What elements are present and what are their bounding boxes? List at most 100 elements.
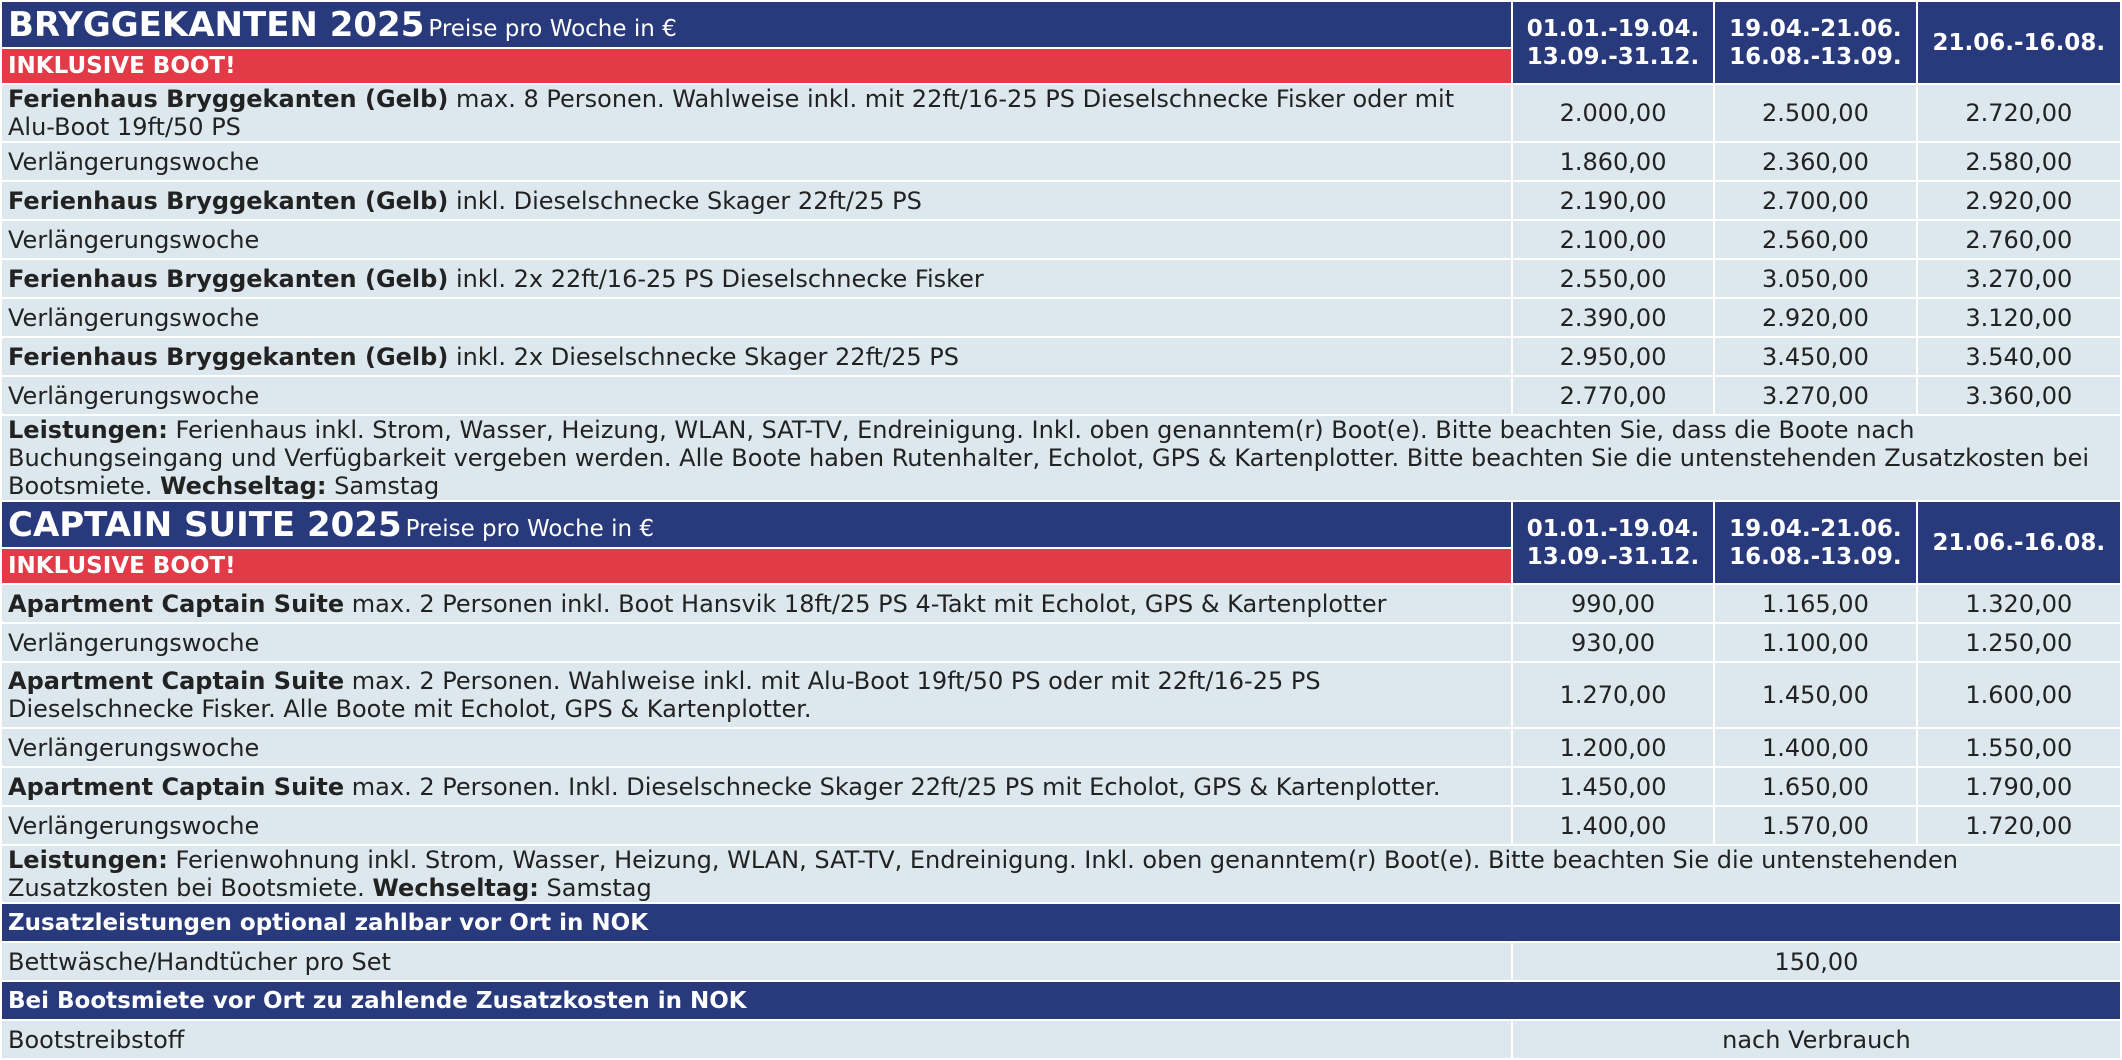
price-cell: 990,00 (1512, 585, 1714, 622)
row-detail-text: inkl. Dieselschnecke Skager 22ft/25 PS (455, 186, 922, 215)
row-detail-text: max. 2 Personen. Wahlweise inkl. mit Alu… (8, 667, 1321, 723)
services-text: Ferienhaus inkl. Strom, Wasser, Heizung,… (8, 416, 2090, 500)
price-cell: 1.600,00 (1917, 663, 2120, 727)
price-cell: 1.570,00 (1715, 807, 1916, 844)
row-detail-text: max. 8 Personen. Wahlweise inkl. mit 22f… (8, 85, 1455, 141)
price-row: Verlängerungswoche 2.770,00 3.270,00 3.360,… (2, 377, 2120, 414)
changeover-day-label: Wechseltag: (160, 472, 327, 500)
row-description: Apartment Captain Suite max. 2 Personen.… (2, 768, 1511, 805)
price-cell: 2.720,00 (1917, 85, 2120, 141)
services-text: Ferienwohnung inkl. Strom, Wasser, Heizu… (8, 846, 1958, 902)
price-row: Apartment Captain Suite max. 2 Personen … (2, 585, 2120, 622)
price-cell: 2.770,00 (1512, 377, 1714, 414)
price-cell: 3.270,00 (1715, 377, 1916, 414)
row-accommodation-name: Apartment Captain Suite (8, 772, 345, 801)
price-cell: 1.100,00 (1715, 624, 1916, 661)
row-description: Verlängerungswoche (2, 807, 1511, 844)
price-cell: 2.390,00 (1512, 299, 1714, 336)
period-line-1: 01.01.-19.04. (1526, 515, 1700, 542)
price-row: Verlängerungswoche 1.400,00 1.570,00 1.720,… (2, 807, 2120, 844)
price-row: Ferienhaus Bryggekanten (Gelb) inkl. Die… (2, 182, 2120, 219)
boat-costs-item-row: Bootstreibstoff nach Verbrauch (2, 1021, 2120, 1058)
section-title-cell: BRYGGEKANTEN 2025 Preise pro Woche in € (2, 2, 1511, 47)
banner-text: INKLUSIVE BOOT! (8, 53, 236, 79)
period-line-2: 16.08.-13.09. (1729, 543, 1902, 570)
price-cell: 1.860,00 (1512, 143, 1714, 180)
extras-item-value: 150,00 (1512, 943, 2120, 980)
row-detail-text: inkl. 2x 22ft/16-25 PS Dieselschnecke Fi… (455, 264, 984, 293)
row-accommodation-name: Apartment Captain Suite (8, 667, 345, 695)
boat-costs-header-text: Bei Bootsmiete vor Ort zu zahlende Zusat… (8, 987, 747, 1014)
services-label: Leistungen: (8, 846, 168, 874)
row-detail-text: Verlängerungswoche (8, 225, 260, 254)
price-cell: 1.270,00 (1512, 663, 1714, 727)
row-description: Ferienhaus Bryggekanten (Gelb) max. 8 Pe… (2, 85, 1511, 141)
section-header-row: CAPTAIN SUITE 2025 Preise pro Woche in € 0… (2, 502, 2120, 583)
price-cell: 1.250,00 (1917, 624, 2120, 661)
price-cell: 2.700,00 (1715, 182, 1916, 219)
price-cell: 1.320,00 (1917, 585, 2120, 622)
price-row: Verlängerungswoche 930,00 1.100,00 1.250,00 (2, 624, 2120, 661)
period-line-1: 19.04.-21.06. (1729, 515, 1902, 542)
row-accommodation-name: Apartment Captain Suite (8, 589, 345, 618)
period-header: 19.04.-21.06. 16.08.-13.09. (1715, 502, 1916, 583)
changeover-day-label: Wechseltag: (372, 874, 539, 902)
price-cell: 3.450,00 (1715, 338, 1916, 375)
row-description: Verlängerungswoche (2, 729, 1511, 766)
row-description: Verlängerungswoche (2, 143, 1511, 180)
row-description: Apartment Captain Suite max. 2 Personen.… (2, 663, 1511, 727)
row-accommodation-name: Ferienhaus Bryggekanten (Gelb) (8, 186, 449, 215)
row-description: Ferienhaus Bryggekanten (Gelb) inkl. Die… (2, 182, 1511, 219)
price-cell: 2.190,00 (1512, 182, 1714, 219)
row-detail-text: Verlängerungswoche (8, 147, 260, 176)
price-cell: 2.360,00 (1715, 143, 1916, 180)
row-accommodation-name: Ferienhaus Bryggekanten (Gelb) (8, 85, 449, 113)
row-accommodation-name: Ferienhaus Bryggekanten (Gelb) (8, 342, 449, 371)
price-cell: 1.450,00 (1512, 768, 1714, 805)
boat-costs-header-row: Bei Bootsmiete vor Ort zu zahlende Zusat… (2, 982, 2120, 1019)
period-line-2: 13.09.-31.12. (1526, 43, 1700, 70)
boat-costs-header: Bei Bootsmiete vor Ort zu zahlende Zusat… (2, 982, 2120, 1019)
price-row: Apartment Captain Suite max. 2 Personen.… (2, 663, 2120, 727)
services-note-row: Leistungen: Ferienhaus inkl. Strom, Wass… (2, 416, 2120, 500)
price-cell: 1.550,00 (1917, 729, 2120, 766)
price-cell: 2.500,00 (1715, 85, 1916, 141)
price-cell: 3.540,00 (1917, 338, 2120, 375)
section-subtitle: Preise pro Woche in € (405, 515, 655, 542)
price-cell: 3.120,00 (1917, 299, 2120, 336)
price-row: Verlängerungswoche 1.860,00 2.360,00 2.580,… (2, 143, 2120, 180)
period-header: 19.04.-21.06. 16.08.-13.09. (1715, 2, 1916, 83)
section-title-cell: CAPTAIN SUITE 2025 Preise pro Woche in € (2, 502, 1511, 547)
price-cell: 1.790,00 (1917, 768, 2120, 805)
row-detail-text: Verlängerungswoche (8, 303, 260, 332)
section-banner-row: INKLUSIVE BOOT! (2, 549, 2120, 583)
period-line-2: 16.08.-13.09. (1729, 43, 1902, 70)
row-detail-text: Verlängerungswoche (8, 811, 260, 840)
period-header: 01.01.-19.04. 13.09.-31.12. (1512, 2, 1714, 83)
changeover-day-value: Samstag (546, 874, 652, 902)
services-note: Leistungen: Ferienwohnung inkl. Strom, W… (2, 846, 2120, 902)
price-row: Verlängerungswoche 2.100,00 2.560,00 2.760,… (2, 221, 2120, 258)
price-cell: 3.270,00 (1917, 260, 2120, 297)
price-row: Verlängerungswoche 2.390,00 2.920,00 3.120,… (2, 299, 2120, 336)
price-row: Ferienhaus Bryggekanten (Gelb) max. 8 Pe… (2, 85, 2120, 141)
section-subtitle: Preise pro Woche in € (428, 15, 677, 42)
banner-text: INKLUSIVE BOOT! (8, 553, 236, 579)
price-cell: 3.050,00 (1715, 260, 1916, 297)
row-detail-text: Verlängerungswoche (8, 628, 260, 657)
extras-header-row: Zusatzleistungen optional zahlbar vor Or… (2, 904, 2120, 941)
price-cell: 1.450,00 (1715, 663, 1916, 727)
price-cell: 2.920,00 (1917, 182, 2120, 219)
changeover-day-value: Samstag (334, 472, 440, 500)
price-cell: 1.200,00 (1512, 729, 1714, 766)
boat-costs-item-label: Bootstreibstoff (2, 1021, 1511, 1058)
inclusive-boat-banner: INKLUSIVE BOOT! (2, 49, 1511, 83)
boat-costs-item-value: nach Verbrauch (1512, 1021, 2120, 1058)
section-title: CAPTAIN SUITE 2025 (8, 504, 402, 545)
extras-header-text: Zusatzleistungen optional zahlbar vor Or… (8, 909, 649, 936)
row-description: Ferienhaus Bryggekanten (Gelb) inkl. 2x … (2, 260, 1511, 297)
price-cell: 2.950,00 (1512, 338, 1714, 375)
price-row: Verlängerungswoche 1.200,00 1.400,00 1.550,… (2, 729, 2120, 766)
price-row: Apartment Captain Suite max. 2 Personen.… (2, 768, 2120, 805)
extras-item-row: Bettwäsche/Handtücher pro Set 150,00 (2, 943, 2120, 980)
